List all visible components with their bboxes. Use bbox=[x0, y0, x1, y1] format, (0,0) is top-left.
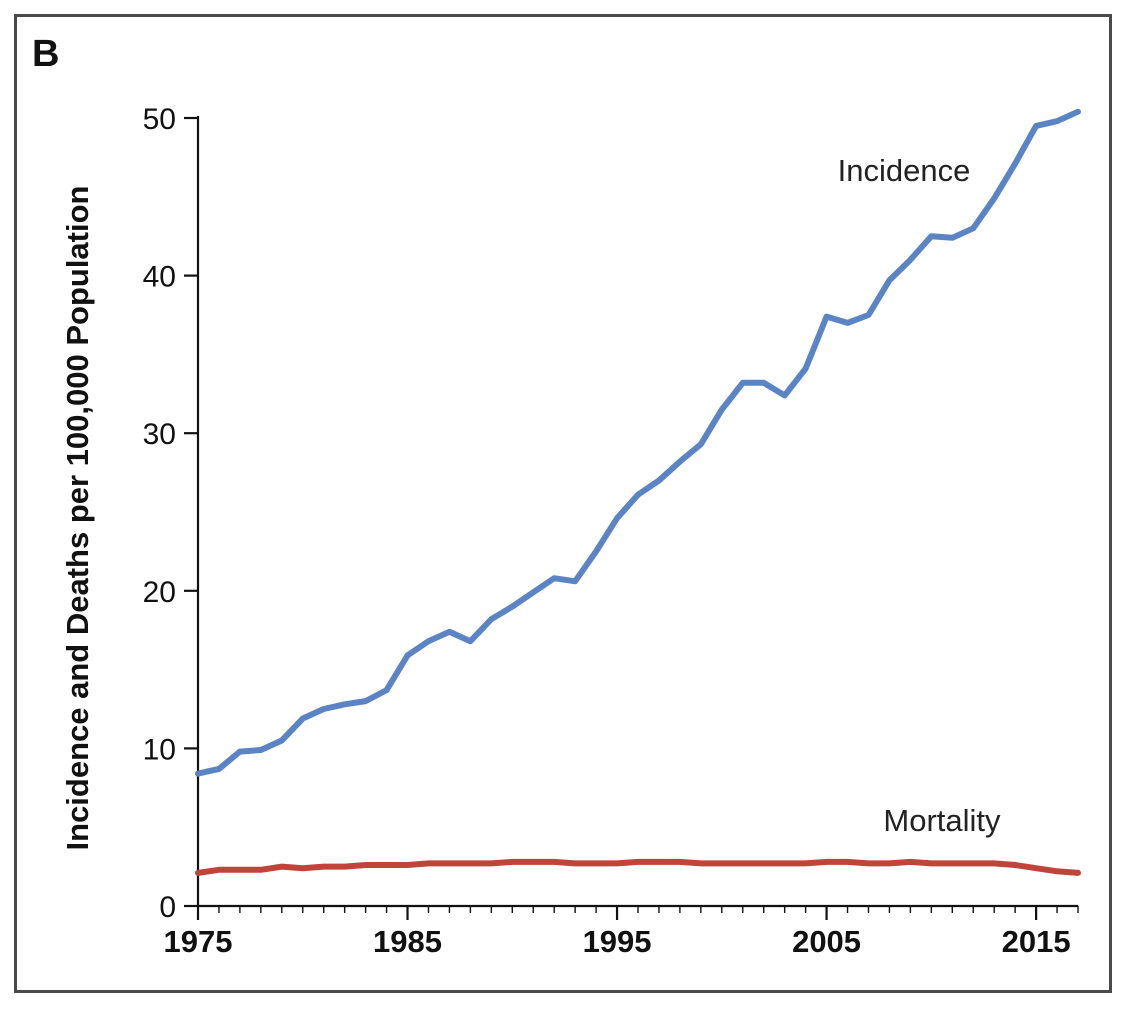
series-label-incidence: Incidence bbox=[838, 153, 971, 188]
x-tick-label-1985: 1985 bbox=[373, 924, 442, 959]
y-tick-label-50: 50 bbox=[143, 103, 176, 136]
y-tick-label-0: 0 bbox=[159, 891, 176, 924]
series-labels: Incidence Mortality bbox=[838, 153, 1001, 838]
y-tick-label-20: 20 bbox=[143, 576, 176, 609]
series-line-mortality bbox=[195, 858, 1081, 876]
panel-label: B bbox=[32, 33, 59, 75]
x-tick-label-2005: 2005 bbox=[792, 924, 861, 959]
y-tick-label-30: 30 bbox=[143, 418, 176, 451]
y-tick-label-40: 40 bbox=[143, 261, 176, 294]
x-tick-label-2015: 2015 bbox=[1002, 924, 1071, 959]
y-axis-title: Incidence and Deaths per 100,000 Populat… bbox=[60, 186, 95, 851]
x-tick-label-1995: 1995 bbox=[583, 924, 652, 959]
series-label-mortality: Mortality bbox=[883, 803, 1001, 838]
series-lines bbox=[195, 108, 1081, 876]
x-tick-label-1975: 1975 bbox=[164, 924, 233, 959]
series-line-incidence bbox=[195, 108, 1081, 777]
y-tick-label-10: 10 bbox=[143, 733, 176, 766]
